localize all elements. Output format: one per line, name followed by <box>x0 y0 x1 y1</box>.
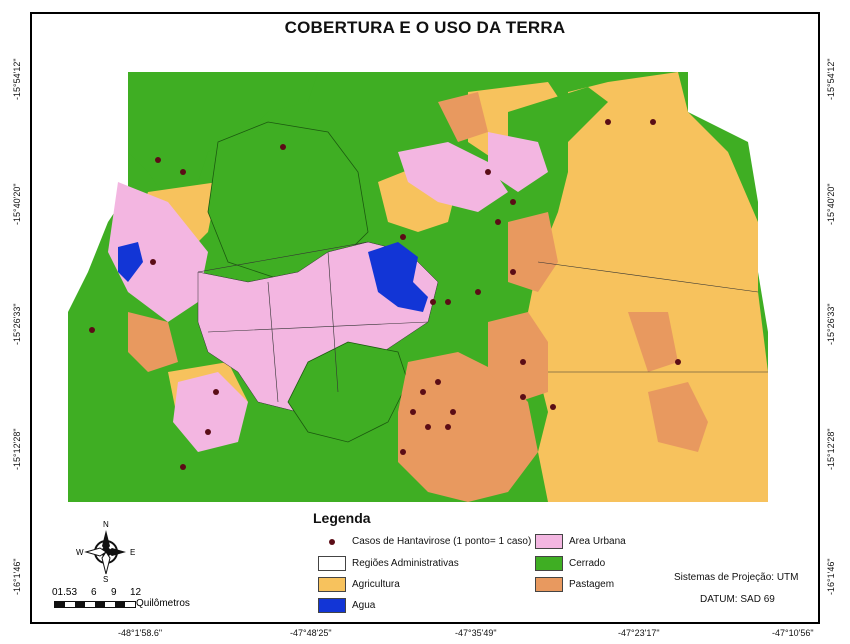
scale-unit: Quilômetros <box>136 598 190 609</box>
legend-label-cases: Casos de Hantavirose (1 ponto= 1 caso) <box>352 536 532 547</box>
legend-label-cerrado: Cerrado <box>569 558 606 569</box>
scale-tick-2: 9 <box>111 587 117 598</box>
tick-right-3: -15°26'33" <box>826 303 836 345</box>
legend-item-admin: Regiões Administrativas <box>318 556 459 571</box>
tick-right-1: -15°54'12" <box>826 58 836 100</box>
pasture-region-south <box>398 352 538 502</box>
pasture-swatch <box>535 577 563 592</box>
legend-label-urban: Area Urbana <box>569 536 626 547</box>
tick-right-4: -15°12'28" <box>826 428 836 470</box>
pasture-region-west <box>128 312 178 372</box>
legend-label-pasture: Pastagem <box>569 579 615 590</box>
legend-item-pasture: Pastagem <box>535 577 614 592</box>
map-title: COBERTURA E O USO DA TERRA <box>284 18 566 37</box>
agriculture-region-northwest <box>128 72 318 202</box>
compass-w: W <box>76 548 84 557</box>
urban-area-northeast <box>488 132 548 192</box>
agriculture-region-east <box>528 72 768 502</box>
tick-bottom-5: -47°10'56" <box>772 628 814 638</box>
compass-s: S <box>103 575 108 584</box>
legend-title: Legenda <box>313 510 371 526</box>
agriculture-swatch <box>318 577 346 592</box>
tick-left-5: -16°1'46" <box>12 558 22 595</box>
tick-bottom-3: -47°35'49" <box>455 628 497 638</box>
tick-bottom-2: -47°48'25" <box>290 628 332 638</box>
water-swatch <box>318 598 346 613</box>
legend-item-urban: Area Urbana <box>535 534 626 549</box>
urban-area-west <box>108 182 208 322</box>
legend-item-cases: Casos de Hantavirose (1 ponto= 1 caso) <box>318 534 531 549</box>
compass-n: N <box>103 520 109 529</box>
tick-right-5: -16°1'46" <box>826 558 836 595</box>
pasture-region-north <box>438 92 488 142</box>
pasture-region-southeast <box>648 382 708 452</box>
tick-bottom-1: -48°1'58.6" <box>118 628 163 638</box>
legend-label-agriculture: Agricultura <box>352 579 400 590</box>
admin-boundaries <box>197 241 768 403</box>
scale-bar-graphic <box>54 601 136 608</box>
projection-text: Sistemas de Projeção: UTM <box>674 572 799 583</box>
legend-label-admin: Regiões Administrativas <box>352 558 459 569</box>
scale-tick-0: 01.53 <box>52 587 78 598</box>
cerrado-park-south <box>287 341 409 443</box>
scale-bar: 01.53 6 9 12 Quilômetros <box>52 587 252 617</box>
legend-item-water: Agua <box>318 598 375 613</box>
legend-item-cerrado: Cerrado <box>535 556 605 571</box>
cerrado-swatch <box>535 556 563 571</box>
tick-left-1: -15°54'12" <box>12 58 22 100</box>
datum-text: DATUM: SAD 69 <box>700 594 775 605</box>
legend-item-agriculture: Agricultura <box>318 577 400 592</box>
urban-area-southwest <box>173 372 248 452</box>
case-point-icon <box>318 534 346 549</box>
tick-left-3: -15°26'33" <box>12 303 22 345</box>
scale-tick-3: 12 <box>130 587 142 598</box>
compass-e: E <box>130 548 135 557</box>
tick-bottom-4: -47°23'17" <box>618 628 660 638</box>
legend-label-water: Agua <box>352 600 376 611</box>
urban-area-north <box>398 142 508 212</box>
water-lake-paranoa <box>368 242 428 312</box>
tick-right-2: -15°40'20" <box>826 183 836 225</box>
scale-tick-1: 6 <box>91 587 97 598</box>
water-reservoir-west <box>118 242 143 282</box>
tick-left-4: -15°12'28" <box>12 428 22 470</box>
admin-swatch <box>318 556 346 571</box>
pasture-region-center <box>508 212 558 292</box>
pasture-region-east <box>488 312 548 402</box>
pasture-region-far-east <box>628 312 678 372</box>
tick-left-2: -15°40'20" <box>12 183 22 225</box>
compass-rose-icon: N S W E <box>76 520 135 584</box>
hantavirus-case-points <box>89 119 681 470</box>
urban-swatch <box>535 534 563 549</box>
land-use-map <box>68 72 768 502</box>
